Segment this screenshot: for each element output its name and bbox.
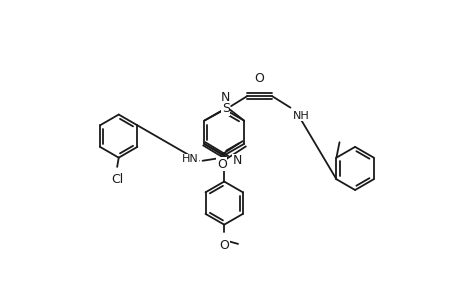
Text: HN: HN [182, 154, 198, 164]
Text: O: O [219, 238, 229, 251]
Text: NH: NH [292, 111, 309, 121]
Text: Cl: Cl [111, 173, 123, 186]
Text: N: N [220, 91, 229, 104]
Text: O: O [217, 158, 226, 171]
Text: S: S [221, 102, 229, 115]
Text: N: N [232, 154, 241, 167]
Text: O: O [254, 72, 264, 85]
